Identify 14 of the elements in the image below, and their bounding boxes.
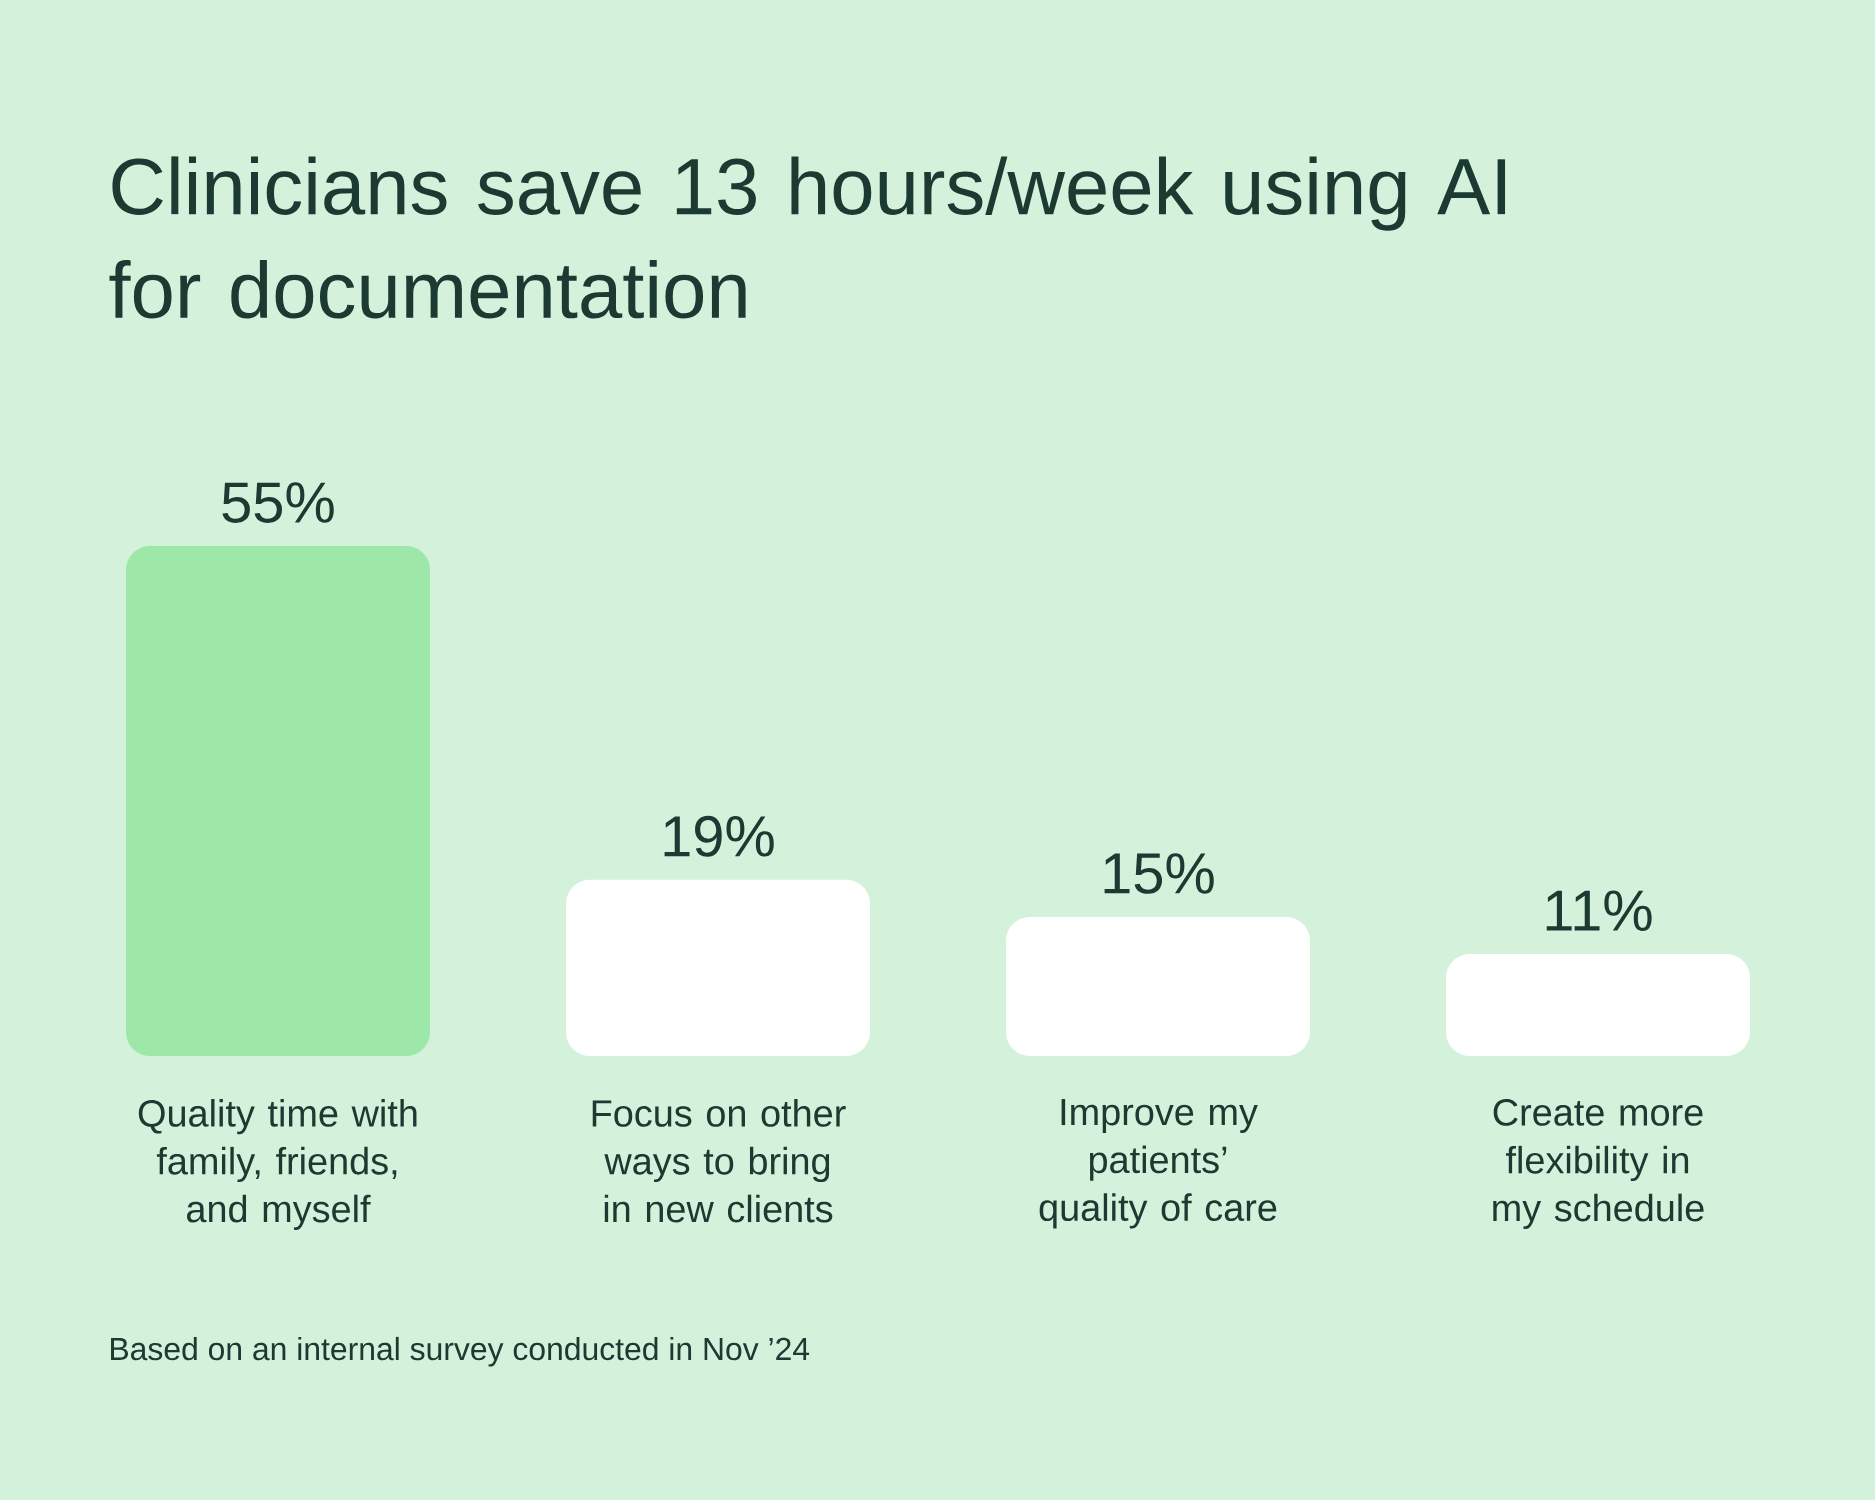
data-label: 11% bbox=[1546, 890, 1652, 931]
text: Based on an internal survey conducted in Nov ’24 bbox=[111, 1336, 810, 1367]
chart-title: Clinicians save 13 hours/week using AI for documentation bbox=[109, 156, 1506, 319]
x-tick-label: Focus on other ways to bring in new clients bbox=[592, 1099, 846, 1223]
bar bbox=[126, 545, 431, 1056]
data-label: 19% bbox=[664, 815, 774, 857]
bar bbox=[1006, 916, 1311, 1056]
data-label: 55% bbox=[222, 482, 334, 523]
bar bbox=[566, 879, 871, 1056]
x-tick-label: Improve my patients’ quality of care bbox=[1039, 1099, 1277, 1229]
x-tick-label: Create more flexibility in my schedule bbox=[1493, 1099, 1704, 1229]
x-tick-label: Quality time with family, friends, and myself bbox=[138, 1099, 417, 1230]
data-label: 15% bbox=[1104, 853, 1214, 894]
bar bbox=[1446, 953, 1751, 1056]
